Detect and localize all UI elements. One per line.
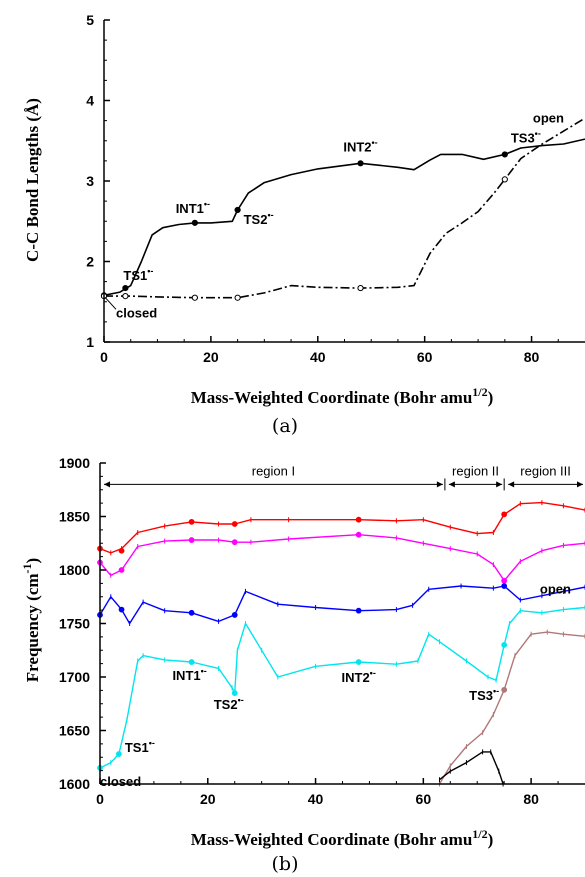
series-marker <box>357 160 364 167</box>
panel-b-series <box>97 500 585 787</box>
series-marker <box>355 516 362 523</box>
series-marker <box>234 206 241 214</box>
x-tick-label: 60 <box>417 349 433 365</box>
y-tick-label: 5 <box>86 12 94 28</box>
region-arrowhead-right <box>436 481 443 488</box>
series-marker <box>357 284 364 292</box>
x-tick-label: 40 <box>308 791 324 807</box>
x-tick-label: 20 <box>203 349 219 365</box>
x-tick-label: 80 <box>524 349 540 365</box>
closed-leader-line <box>104 296 117 310</box>
series-marker <box>122 284 129 292</box>
region-arrowhead-right <box>496 481 503 488</box>
series-marker <box>355 659 362 665</box>
y-tick-label: 1650 <box>59 723 90 739</box>
series-marker <box>501 151 508 158</box>
series-marker <box>501 583 508 589</box>
y-tick-label: 4 <box>86 93 94 109</box>
series-marker <box>231 612 238 618</box>
series-marker <box>188 537 195 543</box>
panel-a-annotations: TS1•- closed INT1•- TS2•- INT2•- TS3•- open <box>104 111 564 320</box>
annotation-int1: INT1•- <box>172 666 206 683</box>
panel-b-y-axis-title: Frequency (cm-1) <box>20 558 42 682</box>
series-marker <box>355 607 362 614</box>
panel-b-frequencies: region I region II region III 1600 1650 1700… <box>20 455 585 875</box>
series-marker <box>188 518 195 525</box>
x-tick-label: 60 <box>416 791 432 807</box>
region-label: region III <box>520 463 571 478</box>
y-tick-label: 1 <box>86 334 94 350</box>
series-marker <box>231 521 238 527</box>
annotation-ts1: TS1•- <box>125 738 155 755</box>
panel-b-annotations: TS1•- closed INT1•- TS2•- INT2•- TS3•- open <box>100 582 571 789</box>
annotation-closed: closed <box>116 305 157 320</box>
annotation-ts3: TS3•- <box>469 686 499 703</box>
series-marker <box>191 294 198 301</box>
y-tick-label: 3 <box>86 173 94 189</box>
y-tick-label: 1900 <box>59 455 90 471</box>
series-line-4 <box>100 606 585 769</box>
series-marker <box>118 606 125 613</box>
annotation-open: open <box>540 582 571 597</box>
series-marker <box>501 176 508 183</box>
y-tick-label: 1800 <box>59 562 90 578</box>
series-marker <box>501 577 508 584</box>
y-tick-label: 1850 <box>59 509 90 525</box>
series-marker <box>118 567 125 573</box>
panel-b-caption: (b) <box>272 853 299 875</box>
series-marker <box>501 686 508 693</box>
annotation-ts3: TS3•- <box>511 128 541 145</box>
series-marker <box>122 293 129 300</box>
region-label: region II <box>452 463 499 478</box>
series-line-5 <box>438 631 585 785</box>
region-arrowhead-left <box>508 481 515 488</box>
series-line-1 <box>104 138 585 297</box>
panel-b-regions: region I region II region III <box>104 463 583 491</box>
region-arrowhead-left <box>104 481 110 488</box>
annotation-int2: INT2•- <box>343 137 377 154</box>
region-arrowhead-left <box>448 481 455 488</box>
y-tick-label: 1750 <box>59 616 90 632</box>
annotation-ts1: TS1•- <box>123 266 153 283</box>
x-tick-label: 0 <box>96 791 104 807</box>
panel-a-ticks: 1 2 3 4 5 0 20 40 60 80 <box>86 12 585 365</box>
panel-a-y-axis-title: C-C Bond Lengths (Å) <box>23 98 42 262</box>
series-marker <box>501 511 508 518</box>
annotation-int1: INT1•- <box>176 199 210 216</box>
series-marker <box>231 690 238 696</box>
series-line-2 <box>100 534 585 582</box>
annotation-open: open <box>533 111 564 126</box>
annotation-ts2: TS2•- <box>214 695 244 712</box>
series-line-2 <box>104 117 585 299</box>
panel-a-caption: (a) <box>272 415 298 437</box>
x-tick-label: 0 <box>100 349 108 365</box>
panel-a-bond-lengths: 1 2 3 4 5 0 20 40 60 80 TS1•- closed INT1•- TS2•- INT… <box>23 12 585 437</box>
y-tick-label: 1700 <box>59 669 90 685</box>
annotation-ts2: TS2•- <box>244 210 274 227</box>
y-tick-label: 2 <box>86 254 94 270</box>
series-marker <box>355 531 362 538</box>
region-label: region I <box>252 463 295 478</box>
series-marker <box>231 539 238 546</box>
annotation-int2: INT2•- <box>342 668 376 685</box>
series-marker <box>118 547 125 554</box>
series-marker <box>115 751 122 757</box>
series-marker <box>188 609 195 616</box>
y-tick-label: 1600 <box>59 776 90 792</box>
series-marker <box>234 294 241 301</box>
panel-a-x-axis-title: Mass-Weighted Coordinate (Bohr amu1/2) <box>191 385 494 407</box>
annotation-closed: closed <box>100 774 141 789</box>
panel-b-ticks: 1600 1650 1700 1750 1800 1850 1900 0 20 40 60 80 <box>59 455 585 807</box>
x-tick-label: 80 <box>523 791 539 807</box>
series-marker <box>501 642 508 648</box>
panel-b-x-axis-title: Mass-Weighted Coordinate (Bohr amu1/2) <box>191 827 494 849</box>
series-marker <box>188 659 195 665</box>
series-line-3 <box>100 585 585 625</box>
series-line-1 <box>100 501 585 554</box>
x-tick-label: 40 <box>310 349 326 365</box>
x-tick-label: 20 <box>200 791 216 807</box>
series-marker <box>191 219 198 226</box>
region-arrowhead-right <box>577 481 583 488</box>
